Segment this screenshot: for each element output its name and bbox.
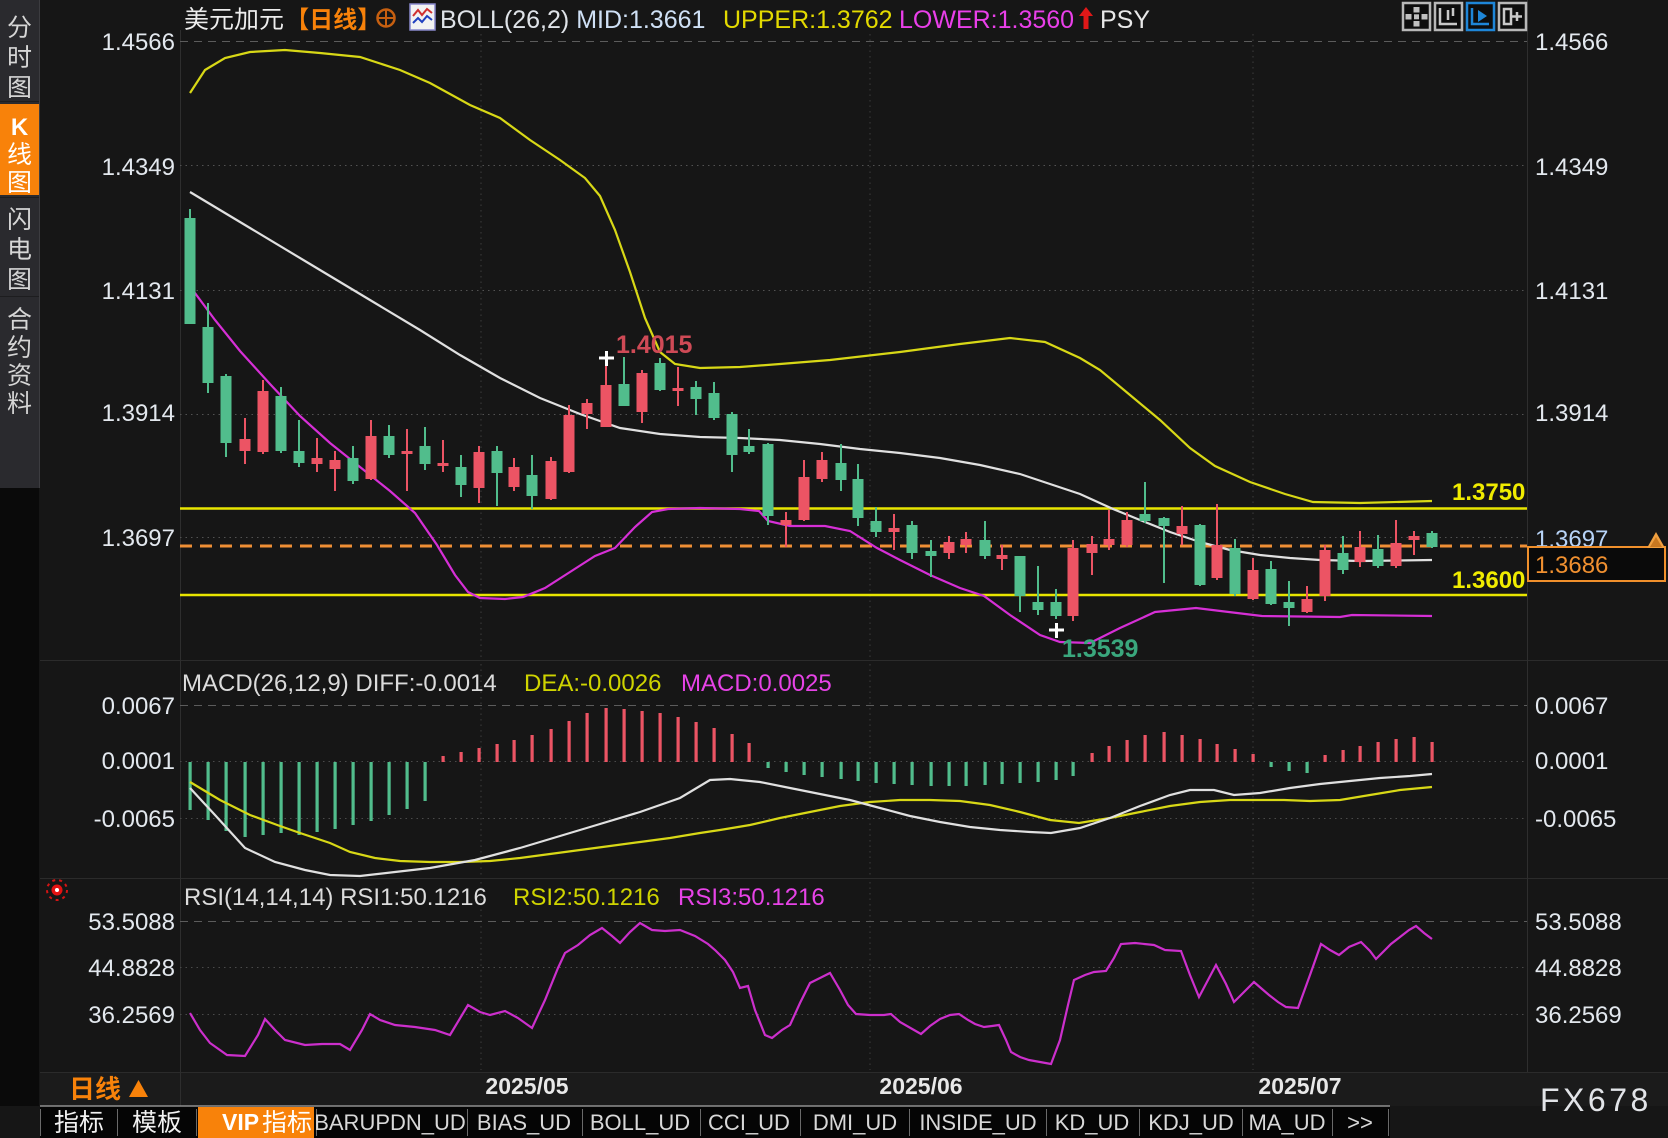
svg-text:BARUPDN_UD: BARUPDN_UD xyxy=(314,1110,466,1135)
svg-text:RSI(14,14,14) RSI1:50.1216: RSI(14,14,14) RSI1:50.1216 xyxy=(184,884,487,911)
svg-text:MA_UD: MA_UD xyxy=(1248,1110,1325,1135)
svg-text:VIP: VIP xyxy=(222,1109,259,1135)
svg-text:1.4015: 1.4015 xyxy=(616,331,693,359)
svg-text:1.4349: 1.4349 xyxy=(1535,154,1608,181)
svg-text:RSI2:50.1216: RSI2:50.1216 xyxy=(513,884,660,911)
svg-text:53.5088: 53.5088 xyxy=(88,909,175,936)
svg-text:BIAS_UD: BIAS_UD xyxy=(477,1110,571,1135)
svg-text:>>: >> xyxy=(1347,1110,1373,1135)
svg-text:2025/07: 2025/07 xyxy=(1258,1073,1341,1099)
svg-text:36.2569: 36.2569 xyxy=(1535,1002,1622,1029)
svg-text:BOLL(26,2) MID:1.3661: BOLL(26,2) MID:1.3661 xyxy=(440,6,705,34)
svg-text:0.0067: 0.0067 xyxy=(1535,693,1608,720)
svg-text:1.3600: 1.3600 xyxy=(1452,567,1525,594)
svg-text:53.5088: 53.5088 xyxy=(1535,909,1622,936)
svg-text:CCI_UD: CCI_UD xyxy=(708,1110,790,1135)
svg-text:LOWER:1.3560: LOWER:1.3560 xyxy=(899,6,1074,34)
svg-text:1.3539: 1.3539 xyxy=(1062,635,1138,663)
svg-text:KDJ_UD: KDJ_UD xyxy=(1148,1110,1234,1135)
svg-text:0.0001: 0.0001 xyxy=(1535,748,1608,775)
svg-text:DMI_UD: DMI_UD xyxy=(813,1110,897,1135)
svg-text:-0.0065: -0.0065 xyxy=(1535,806,1616,833)
svg-text:1.3750: 1.3750 xyxy=(1452,479,1525,506)
svg-text:36.2569: 36.2569 xyxy=(88,1002,175,1029)
svg-text:BOLL_UD: BOLL_UD xyxy=(590,1110,690,1135)
svg-text:INSIDE_UD: INSIDE_UD xyxy=(919,1110,1036,1135)
svg-text:2025/05: 2025/05 xyxy=(485,1073,568,1099)
svg-text:MACD(26,12,9) DIFF:-0.0014: MACD(26,12,9) DIFF:-0.0014 xyxy=(182,670,497,697)
svg-text:UPPER:1.3762: UPPER:1.3762 xyxy=(723,6,893,34)
svg-text:44.8828: 44.8828 xyxy=(88,955,175,982)
svg-text:1.4349: 1.4349 xyxy=(102,154,175,181)
svg-text:DEA:-0.0026: DEA:-0.0026 xyxy=(524,670,661,697)
svg-text:44.8828: 44.8828 xyxy=(1535,955,1622,982)
svg-text:1.3914: 1.3914 xyxy=(1535,400,1608,427)
svg-text:0.0001: 0.0001 xyxy=(102,748,175,775)
svg-text:1.4566: 1.4566 xyxy=(1535,29,1608,56)
svg-text:1.3914: 1.3914 xyxy=(102,400,175,427)
svg-text:1.4566: 1.4566 xyxy=(102,29,175,56)
svg-text:MACD:0.0025: MACD:0.0025 xyxy=(681,670,832,697)
svg-text:FX678: FX678 xyxy=(1540,1082,1652,1118)
svg-text:1.4131: 1.4131 xyxy=(102,278,175,305)
svg-text:KD_UD: KD_UD xyxy=(1055,1110,1130,1135)
svg-text:1.3697: 1.3697 xyxy=(102,525,175,552)
svg-text:-0.0065: -0.0065 xyxy=(94,806,175,833)
svg-text:PSY: PSY xyxy=(1100,6,1150,34)
svg-text:1.4131: 1.4131 xyxy=(1535,278,1608,305)
svg-text:RSI3:50.1216: RSI3:50.1216 xyxy=(678,884,825,911)
svg-text:2025/06: 2025/06 xyxy=(879,1073,962,1099)
svg-text:0.0067: 0.0067 xyxy=(102,693,175,720)
svg-text:K: K xyxy=(11,114,29,141)
svg-text:1.3686: 1.3686 xyxy=(1535,552,1608,579)
